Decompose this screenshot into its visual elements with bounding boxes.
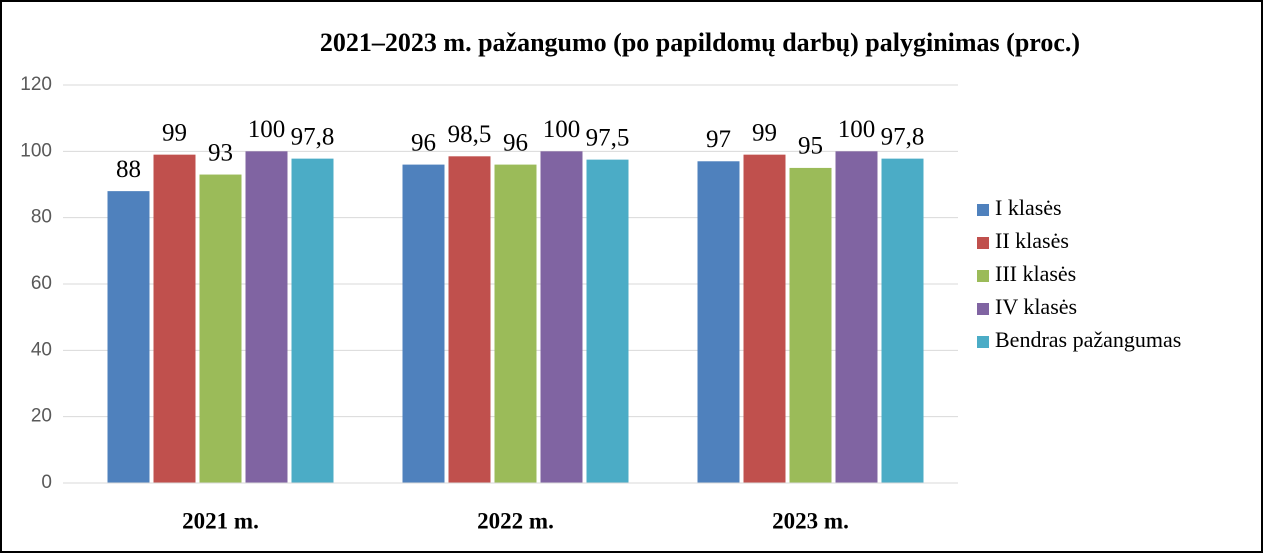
bar xyxy=(153,154,196,483)
legend-swatch xyxy=(977,204,989,216)
legend-label: Bendras pažangumas xyxy=(995,327,1181,352)
bar xyxy=(448,156,491,483)
x-tick-label: 2022 m. xyxy=(477,508,554,533)
data-label: 97,8 xyxy=(291,123,335,150)
data-label: 97,5 xyxy=(586,124,630,151)
bar xyxy=(291,158,334,483)
legend-swatch xyxy=(977,237,989,249)
bar xyxy=(199,174,242,484)
bar xyxy=(697,161,740,484)
x-tick-label: 2021 m. xyxy=(182,508,259,533)
y-tick-label: 40 xyxy=(31,339,52,360)
data-label: 98,5 xyxy=(448,121,492,148)
y-tick-label: 80 xyxy=(31,207,52,228)
data-label: 99 xyxy=(162,119,187,146)
y-tick-label: 20 xyxy=(31,406,52,427)
data-label: 96 xyxy=(411,129,436,156)
data-label: 95 xyxy=(798,133,823,160)
data-label: 97,8 xyxy=(881,123,925,150)
bar xyxy=(402,164,445,483)
data-label: 100 xyxy=(248,116,286,143)
legend-swatch xyxy=(977,303,989,315)
bar xyxy=(881,158,924,483)
data-label: 96 xyxy=(503,129,528,156)
legend-label: I klasės xyxy=(995,195,1062,220)
y-tick-label: 0 xyxy=(41,472,52,493)
bar xyxy=(586,159,629,483)
bar xyxy=(743,154,786,483)
data-label: 100 xyxy=(543,116,581,143)
legend-label: III klasės xyxy=(995,261,1076,286)
y-tick-label: 100 xyxy=(20,140,52,161)
legend-label: II klasės xyxy=(995,228,1069,253)
data-label: 97 xyxy=(706,126,731,153)
legend-label: IV klasės xyxy=(995,294,1077,319)
y-tick-label: 60 xyxy=(31,273,52,294)
data-label: 93 xyxy=(208,139,233,166)
legend-swatch xyxy=(977,270,989,282)
bar xyxy=(245,151,288,484)
chart-title: 2021–2023 m. pažangumo (po papildomų dar… xyxy=(320,28,1080,57)
data-label: 100 xyxy=(838,116,876,143)
legend-swatch xyxy=(977,336,989,348)
bar xyxy=(107,191,150,483)
bar xyxy=(835,151,878,484)
bar xyxy=(789,167,832,483)
bar xyxy=(540,151,583,484)
data-label: 88 xyxy=(116,156,141,183)
bar xyxy=(494,164,537,483)
y-tick-label: 120 xyxy=(20,74,52,95)
data-label: 99 xyxy=(752,119,777,146)
x-tick-label: 2023 m. xyxy=(772,508,849,533)
